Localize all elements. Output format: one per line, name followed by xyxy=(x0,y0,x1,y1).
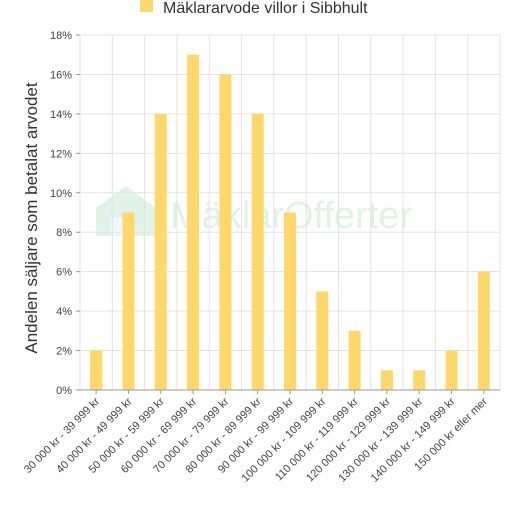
bar[interactable] xyxy=(445,350,458,390)
bar[interactable] xyxy=(316,291,329,390)
y-tick-label: 14% xyxy=(50,109,72,121)
bar[interactable] xyxy=(413,370,426,390)
bar[interactable] xyxy=(251,113,264,390)
bar[interactable] xyxy=(348,330,361,390)
y-tick-label: 6% xyxy=(56,267,72,279)
y-tick-label: 10% xyxy=(50,188,72,200)
bar[interactable] xyxy=(90,350,103,390)
bar[interactable] xyxy=(187,54,200,390)
bar[interactable] xyxy=(219,74,232,390)
y-ticks: 0% 2% 4% 6% 8% 10% 12% 14% 16% 18% xyxy=(50,30,80,397)
grid xyxy=(79,34,501,391)
y-axis-label: Andelen säljare som betalat arvodet xyxy=(22,82,41,353)
y-tick-label: 2% xyxy=(56,346,72,358)
bar[interactable] xyxy=(154,113,167,390)
legend-label: Mäklararvode villor i Sibbhult xyxy=(163,0,368,17)
y-tick-label: 16% xyxy=(50,69,72,81)
bar[interactable] xyxy=(380,370,393,390)
y-tick-label: 4% xyxy=(56,306,72,318)
bars xyxy=(90,54,490,391)
bar[interactable] xyxy=(122,212,135,391)
legend-swatch xyxy=(140,0,153,12)
y-tick-label: 0% xyxy=(56,385,72,397)
y-tick-label: 12% xyxy=(50,148,72,160)
bar[interactable] xyxy=(477,271,490,390)
y-tick-label: 18% xyxy=(50,30,72,42)
y-tick-label: 8% xyxy=(56,227,72,239)
legend[interactable]: Mäklararvode villor i Sibbhult xyxy=(140,0,368,17)
bar[interactable] xyxy=(284,212,296,391)
